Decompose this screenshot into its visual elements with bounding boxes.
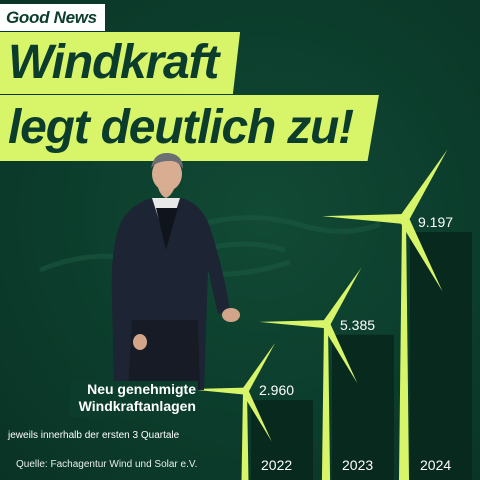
category-label-2024: 2024 xyxy=(420,457,451,473)
value-label-2024: 9.197 xyxy=(418,214,453,230)
turbines-group xyxy=(188,149,448,480)
bars-group xyxy=(251,232,472,480)
bar-2023 xyxy=(332,334,394,480)
headline-line-2: legt deutlich zu! xyxy=(0,95,379,161)
caption-line-2: Windkraftanlagen xyxy=(78,398,196,414)
turbine-2024 xyxy=(322,149,448,480)
value-label-2023: 5.385 xyxy=(340,317,375,333)
turbine-2022 xyxy=(188,342,276,480)
category-label-2023: 2023 xyxy=(342,457,373,473)
category-label-2022: 2022 xyxy=(261,457,292,473)
labels-group: 2.960 2022 5.385 2023 9.197 2024 xyxy=(259,214,453,473)
source-note: Quelle: Fachagentur Wind und Solar e.V. xyxy=(16,459,198,470)
good-news-badge: Good News xyxy=(0,4,105,31)
bar-2022 xyxy=(251,400,313,480)
caption-line-1: Neu genehmigte xyxy=(87,381,196,397)
person-photo xyxy=(111,152,240,390)
bar-2024 xyxy=(410,232,472,480)
chart-subtitle: jeweils innerhalb der ersten 3 Quartale xyxy=(8,430,180,441)
turbine-2023 xyxy=(259,267,362,480)
value-label-2022: 2.960 xyxy=(259,382,294,398)
headline-line-1: Windkraft xyxy=(0,32,241,94)
chart-caption: Neu genehmigte Windkraftanlagen xyxy=(70,381,198,417)
